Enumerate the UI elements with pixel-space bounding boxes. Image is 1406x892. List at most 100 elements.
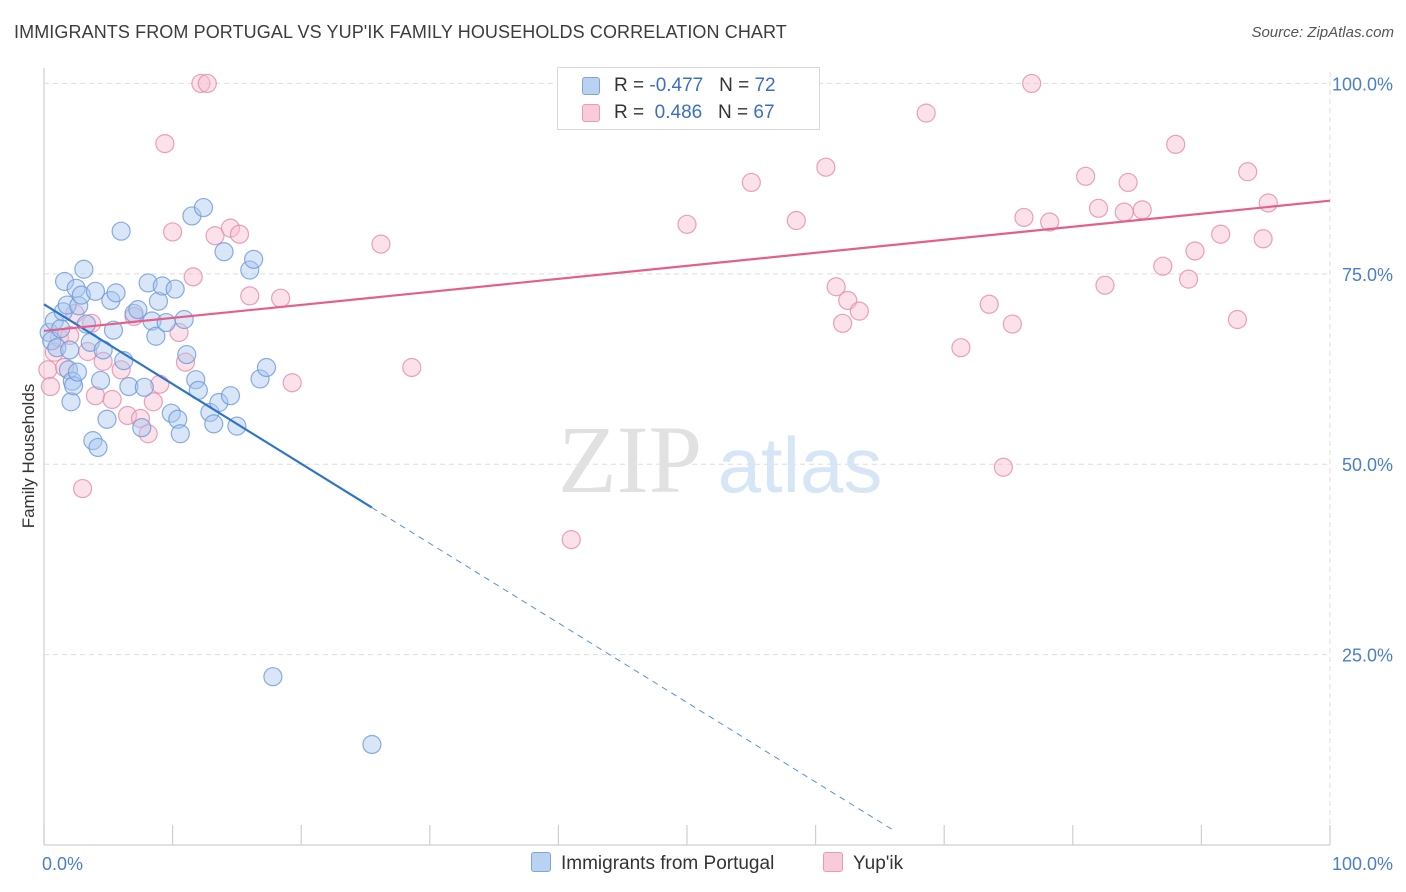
yupik-point bbox=[229, 224, 250, 244]
yupik-point bbox=[816, 157, 836, 177]
portugal-point bbox=[250, 369, 270, 389]
yupik-point bbox=[1253, 229, 1273, 249]
x-tick-label: 0.0% bbox=[42, 854, 83, 874]
portugal-point bbox=[85, 281, 106, 301]
yupik-swatch bbox=[582, 104, 600, 122]
yupik-point bbox=[93, 351, 113, 371]
legend-item-yupik[interactable]: Yup'ik bbox=[823, 852, 903, 875]
portugal-point bbox=[132, 418, 152, 438]
portugal-trend-extension bbox=[371, 507, 894, 831]
yupik-legend-swatch bbox=[823, 852, 843, 872]
portugal-point bbox=[256, 357, 277, 378]
yupik-points bbox=[38, 73, 1278, 550]
yupik-point bbox=[1178, 269, 1199, 289]
yupik-point bbox=[1258, 193, 1278, 213]
portugal-point bbox=[244, 249, 264, 269]
portugal-point bbox=[193, 197, 214, 218]
portugal-point bbox=[61, 392, 81, 412]
portugal-point bbox=[134, 377, 154, 397]
yupik-point bbox=[40, 376, 61, 397]
yupik-point bbox=[951, 338, 971, 358]
yupik-point bbox=[826, 277, 846, 297]
yupik-point bbox=[282, 373, 302, 393]
portugal-points bbox=[39, 197, 382, 755]
y-tick-label: 75.0% bbox=[1342, 265, 1393, 285]
portugal-point bbox=[111, 221, 131, 241]
yupik-point bbox=[1153, 256, 1173, 276]
yupik-point bbox=[271, 288, 291, 308]
legend-label: Immigrants from Portugal bbox=[561, 853, 775, 874]
yupik-point bbox=[38, 360, 58, 380]
y-tick-labels: 25.0% 50.0% 75.0% 100.0% bbox=[1332, 74, 1393, 665]
stats-legend: R = -0.477 N = 72 R = 0.486 N = 67 bbox=[557, 67, 820, 130]
n-value: 67 bbox=[753, 102, 775, 123]
portugal-point bbox=[71, 285, 91, 305]
r-label: R = bbox=[614, 102, 650, 123]
r-label: R = bbox=[614, 75, 650, 96]
yupik-point bbox=[197, 73, 217, 94]
yupik-point bbox=[1114, 202, 1134, 222]
yupik-point bbox=[1238, 162, 1258, 182]
portugal-point bbox=[106, 283, 126, 303]
portugal-point bbox=[148, 291, 169, 311]
yupik-point bbox=[191, 73, 211, 94]
y-tick-label: 100.0% bbox=[1332, 74, 1393, 94]
portugal-point bbox=[67, 362, 88, 382]
yupik-point bbox=[916, 103, 936, 123]
portugal-point bbox=[263, 667, 283, 687]
portugal-point bbox=[146, 326, 166, 346]
yupik-point bbox=[833, 313, 853, 333]
x-tick-label: 100.0% bbox=[1332, 854, 1393, 874]
yupik-point bbox=[183, 267, 203, 287]
yupik-point bbox=[143, 392, 163, 412]
yupik-point bbox=[1166, 134, 1186, 154]
portugal-point bbox=[103, 320, 124, 340]
yupik-trend-line bbox=[43, 199, 1331, 333]
yupik-point bbox=[402, 357, 422, 378]
source-label: Source: ZipAtlas.com bbox=[1251, 24, 1394, 41]
portugal-point bbox=[177, 344, 197, 365]
watermark-atlas: atlas bbox=[718, 421, 883, 509]
chart-title: IMMIGRANTS FROM PORTUGAL VS YUP'IK FAMIL… bbox=[14, 22, 787, 42]
yupik-point bbox=[1040, 212, 1060, 232]
yupik-point bbox=[1211, 224, 1231, 244]
x-tick-labels: 0.0% 100.0% bbox=[42, 854, 1393, 874]
y-tick-label: 50.0% bbox=[1342, 455, 1393, 475]
yupik-point bbox=[1227, 309, 1248, 330]
yupik-point bbox=[175, 352, 196, 372]
r-value: -0.477 bbox=[649, 75, 704, 96]
yupik-point bbox=[741, 172, 761, 193]
portugal-point bbox=[174, 309, 194, 330]
portugal-point bbox=[97, 409, 117, 429]
portugal-point bbox=[156, 312, 176, 333]
n-label: N = bbox=[719, 75, 755, 96]
yupik-point bbox=[979, 294, 999, 314]
legend-label: Yup'ik bbox=[853, 853, 904, 874]
yupik-point bbox=[1076, 166, 1096, 186]
portugal-point bbox=[60, 340, 80, 360]
yupik-point bbox=[786, 210, 806, 231]
yupik-point bbox=[1088, 198, 1109, 218]
portugal-point bbox=[119, 376, 139, 397]
yupik-point bbox=[81, 313, 102, 333]
portugal-point bbox=[88, 437, 108, 458]
series-legend: Immigrants from Portugal Yup'ik bbox=[0, 852, 1406, 878]
legend-item-portugal[interactable]: Immigrants from Portugal bbox=[531, 852, 774, 875]
yupik-point bbox=[102, 389, 122, 410]
n-label: N = bbox=[718, 102, 754, 123]
portugal-point bbox=[168, 409, 188, 429]
portugal-point bbox=[214, 242, 234, 262]
portugal-point bbox=[128, 300, 148, 320]
portugal-point bbox=[362, 734, 382, 755]
portugal-point bbox=[204, 414, 224, 434]
portugal-point bbox=[170, 424, 190, 444]
n-value: 72 bbox=[754, 75, 776, 96]
portugal-swatch bbox=[582, 77, 600, 95]
yupik-point bbox=[1022, 73, 1042, 94]
yupik-point bbox=[561, 530, 581, 550]
watermark: ZIP atlas bbox=[558, 406, 882, 513]
yupik-point bbox=[1132, 200, 1152, 220]
yupik-point bbox=[205, 226, 225, 246]
axes bbox=[43, 68, 1331, 846]
